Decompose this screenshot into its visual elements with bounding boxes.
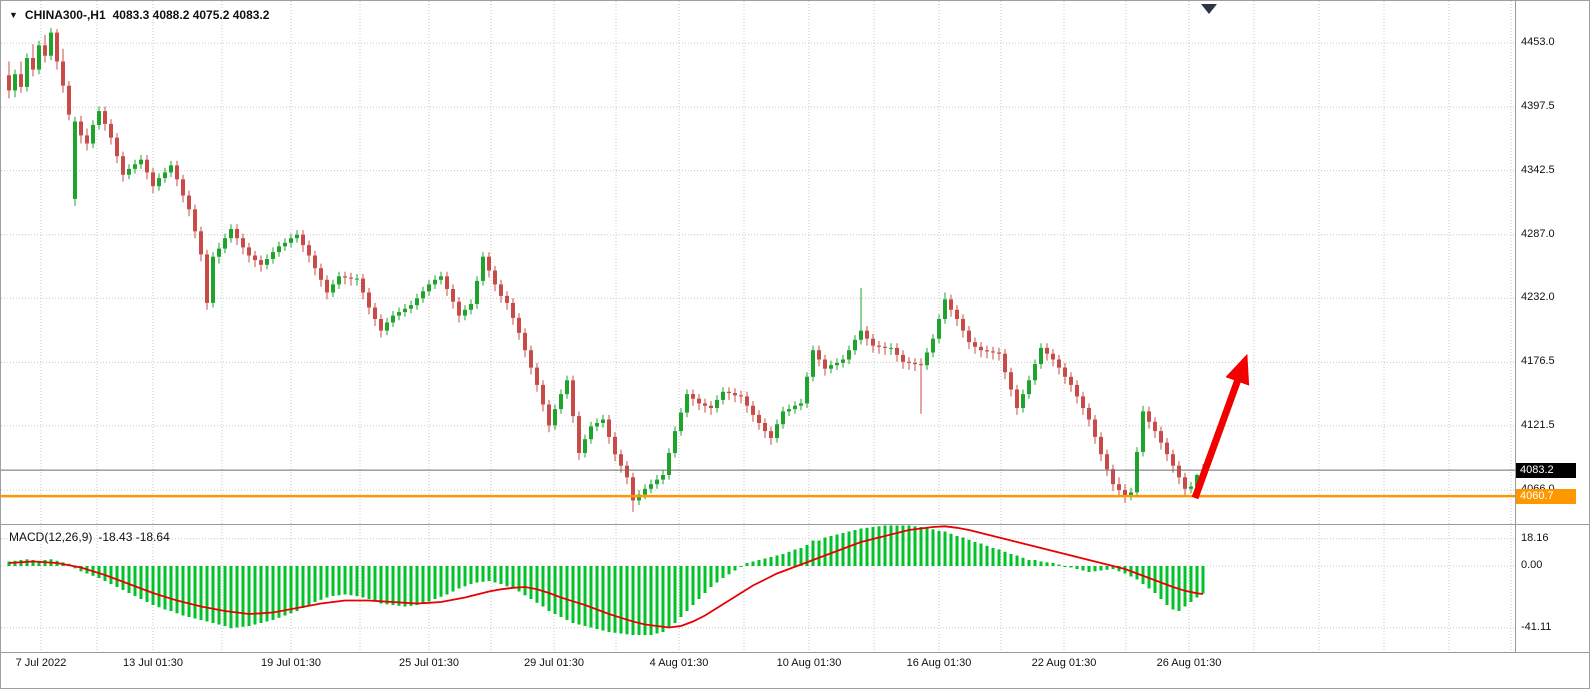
price-axis-label: 4342.5	[1521, 163, 1555, 176]
macd-histogram	[7, 525, 1205, 635]
time-axis-label: 22 Aug 01:30	[1031, 657, 1097, 669]
macd-signal-line	[8, 525, 1204, 629]
symbol-dropdown-icon: ▼	[9, 9, 18, 20]
macd-indicator-values: -18.43 -18.64	[98, 530, 170, 544]
candlesticks	[7, 28, 1205, 512]
time-axis-label: 25 Jul 01:30	[399, 657, 459, 669]
price-axis-label: 4176.5	[1521, 355, 1555, 368]
time-axis-label: 26 Aug 01:30	[1156, 657, 1222, 669]
ohlc-readout: 4083.3 4088.2 4075.2 4083.2	[112, 8, 270, 22]
price-axis-label: 4121.5	[1521, 418, 1555, 431]
bid-price-badge: 4083.2	[1516, 462, 1576, 478]
orange-level-badge: 4060.7	[1516, 488, 1576, 504]
time-axis-label: 4 Aug 01:30	[649, 657, 709, 669]
price-axis-label: 4453.0	[1521, 36, 1555, 48]
time-axis-label: 10 Aug 01:30	[776, 657, 842, 669]
macd-axis-label: 18.16	[1521, 531, 1549, 544]
time-axis-label: 19 Jul 01:30	[261, 657, 321, 669]
symbol-title: CHINA300-,H1	[24, 8, 106, 22]
panel-separators	[1, 1, 1589, 653]
price-axis[interactable]: 4453.0 4397.5 4342.5 4287.0 4232.0 4176.5 4121…	[1516, 1, 1589, 652]
macd-axis-label: -41.11	[1521, 620, 1552, 633]
symbol-header: ▼ CHINA300-,H1 4083.3 4088.2 4075.2 4083…	[9, 8, 269, 22]
macd-axis-label: 0.00	[1521, 559, 1543, 571]
price-axis-label: 4232.0	[1521, 291, 1555, 304]
time-axis-label: 29 Jul 01:30	[524, 657, 584, 669]
trend-arrow[interactable]	[1191, 353, 1250, 500]
time-axis[interactable]: 7 Jul 2022 13 Jul 01:30 19 Jul 01:30 25 Jul…	[1, 653, 1589, 688]
scroll-shift-marker-icon[interactable]	[1201, 4, 1217, 14]
grid-lines	[1, 1, 1515, 652]
price-axis-label: 4287.0	[1521, 227, 1555, 240]
time-axis-label: 13 Jul 01:30	[123, 657, 183, 669]
time-axis-label: 7 Jul 2022	[15, 657, 67, 669]
macd-label: MACD(12,26,9) -18.43 -18.64	[9, 530, 170, 544]
macd-indicator-name: MACD(12,26,9)	[9, 530, 93, 544]
price-axis-label: 4397.5	[1521, 100, 1555, 113]
time-axis-label: 16 Aug 01:30	[906, 657, 972, 669]
